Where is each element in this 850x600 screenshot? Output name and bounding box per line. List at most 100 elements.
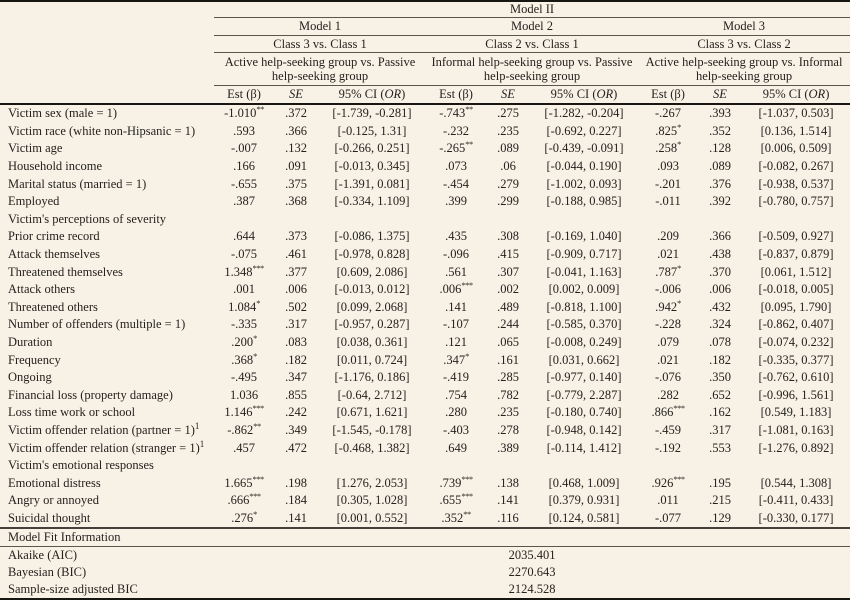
est-cell: .141: [445, 299, 467, 314]
ci-cell: [-0.125, 1.31]: [337, 123, 407, 138]
model-1-group-comparison: Active help-seeking group vs. Passive he…: [214, 52, 426, 86]
model-fit-header-row: Model Fit Information: [0, 527, 850, 548]
est-cell: .457: [233, 440, 255, 455]
se-cell: .377: [285, 264, 307, 279]
est-cell: -.075: [230, 247, 258, 262]
ci-cell: [0.006, 0.509]: [760, 141, 832, 156]
se-cell: .392: [709, 194, 731, 209]
est-cell: .387: [233, 194, 255, 209]
est-cell: -.232: [442, 123, 470, 138]
table-row: Household income .166 .091 [-0.013, 0.345].…: [0, 158, 850, 176]
ci-cell: [0.038, 0.361]: [336, 335, 408, 350]
se-cell: .006: [285, 282, 307, 297]
ci-cell: [-1.282, -0.204]: [544, 106, 624, 121]
se-cell: .317: [709, 422, 731, 437]
section-row: Victim's emotional responses: [0, 457, 850, 475]
model-2-header: Model 2: [426, 17, 638, 36]
ci-column-header: 95% CI (OR): [742, 85, 850, 105]
row-label: Angry or annoyed: [8, 493, 99, 508]
row-label: Emotional distress: [8, 475, 101, 490]
ci-cell: [-1.391, 0.081]: [334, 176, 410, 191]
ci-cell: [-0.074, 0.232]: [758, 335, 834, 350]
ci-cell: [-0.978, 0.828]: [334, 247, 410, 262]
row-label: Victim race (white non-Hipsanic = 1): [8, 123, 196, 138]
est-cell: .282: [657, 387, 679, 402]
est-column-header: Est (β): [214, 85, 274, 105]
est-cell: -.267: [654, 106, 682, 121]
est-cell: .649: [445, 440, 467, 455]
row-label: Suicidal thought: [8, 510, 91, 525]
row-label: Prior crime record: [8, 229, 100, 244]
ci-cell: [-0.018, 0.005]: [758, 282, 834, 297]
est-cell: -.107: [442, 317, 470, 332]
est-cell: .435: [445, 229, 467, 244]
est-cell: .655***: [439, 492, 473, 508]
est-cell: -.007: [230, 141, 258, 156]
se-cell: .855: [285, 387, 307, 402]
est-cell: .644: [233, 229, 255, 244]
se-cell: .182: [709, 352, 731, 367]
ci-cell: [0.099, 2.068]: [336, 299, 408, 314]
ci-cell: [-0.837, 0.879]: [758, 247, 834, 262]
ci-cell: [0.379, 0.931]: [548, 493, 620, 508]
est-cell: -.077: [654, 510, 682, 525]
fit-empty: [214, 547, 426, 565]
est-cell: .352**: [441, 509, 471, 525]
est-cell: -1.010**: [224, 104, 264, 121]
est-cell: -.403: [442, 422, 470, 437]
table-row: Marital status (married = 1) -.655 .375 [-1…: [0, 175, 850, 193]
se-cell: .299: [497, 194, 519, 209]
se-cell: .489: [497, 299, 519, 314]
model-2-class-comparison: Class 2 vs. Class 1: [426, 35, 638, 53]
se-cell: .347: [285, 370, 307, 385]
fit-row: Akaike (AIC) 2035.401: [0, 547, 850, 565]
ci-cell: [-0.862, 0.407]: [758, 317, 834, 332]
ci-cell: [-0.779, 2.287]: [546, 387, 622, 402]
se-cell: .141: [497, 493, 519, 508]
est-cell: -.335: [230, 317, 258, 332]
se-cell: .366: [285, 123, 307, 138]
est-cell: .021: [657, 352, 679, 367]
se-cell: .438: [709, 247, 731, 262]
est-cell: -.265**: [439, 140, 473, 156]
table-title: Model II: [214, 1, 850, 18]
table-row: Victim offender relation (stranger = 1)1…: [0, 439, 850, 457]
model-3-class-comparison: Class 3 vs. Class 2: [638, 35, 850, 53]
ci-cell: [-0.169, 1.040]: [546, 229, 622, 244]
ci-cell: [0.305, 1.028]: [336, 493, 408, 508]
table-row: Ongoing -.495 .347 [-1.176, 0.186] -.419 .285…: [0, 369, 850, 387]
fit-value: 2270.643: [508, 565, 556, 580]
est-cell: 1.084*: [228, 298, 260, 314]
se-cell: .782: [497, 387, 519, 402]
se-cell: .307: [497, 264, 519, 279]
ci-cell: [-0.957, 0.287]: [334, 317, 410, 332]
se-cell: .370: [709, 264, 731, 279]
est-cell: -.076: [654, 370, 682, 385]
se-cell: .553: [709, 440, 731, 455]
est-cell: .825*: [655, 122, 681, 138]
table-row: Victim race (white non-Hipsanic = 1) .593…: [0, 123, 850, 141]
stub-empty: [0, 53, 214, 86]
table-row: Victim sex (male = 1) -1.010** .372 [-1.739…: [0, 104, 850, 123]
se-cell: .184: [285, 493, 307, 508]
ci-cell: [-1.276, 0.892]: [758, 440, 834, 455]
se-cell: .376: [709, 176, 731, 191]
se-cell: .132: [285, 141, 307, 156]
ci-cell: [0.544, 1.308]: [760, 475, 832, 490]
ci-cell: [-0.044, 0.190]: [546, 159, 622, 174]
se-cell: .652: [709, 387, 731, 402]
est-column-header: Est (β): [426, 85, 486, 105]
se-cell: .083: [285, 335, 307, 350]
se-cell: .198: [285, 475, 307, 490]
table-row: Prior crime record .644 .373 [-0.086, 1.375…: [0, 228, 850, 246]
se-cell: .350: [709, 370, 731, 385]
model-fit-rows: Akaike (AIC) 2035.401 Bayesian (BIC) 2270.6…: [0, 547, 850, 600]
est-cell: 1.348***: [224, 263, 264, 279]
stub-empty: [0, 85, 214, 105]
table-row: Threatened others 1.084* .502 [0.099, 2.068…: [0, 299, 850, 317]
se-cell: .06: [500, 159, 516, 174]
est-cell: .942*: [655, 298, 681, 314]
ci-cell: [0.095, 1.790]: [760, 299, 832, 314]
fit-row: Bayesian (BIC) 2270.643: [0, 564, 850, 581]
